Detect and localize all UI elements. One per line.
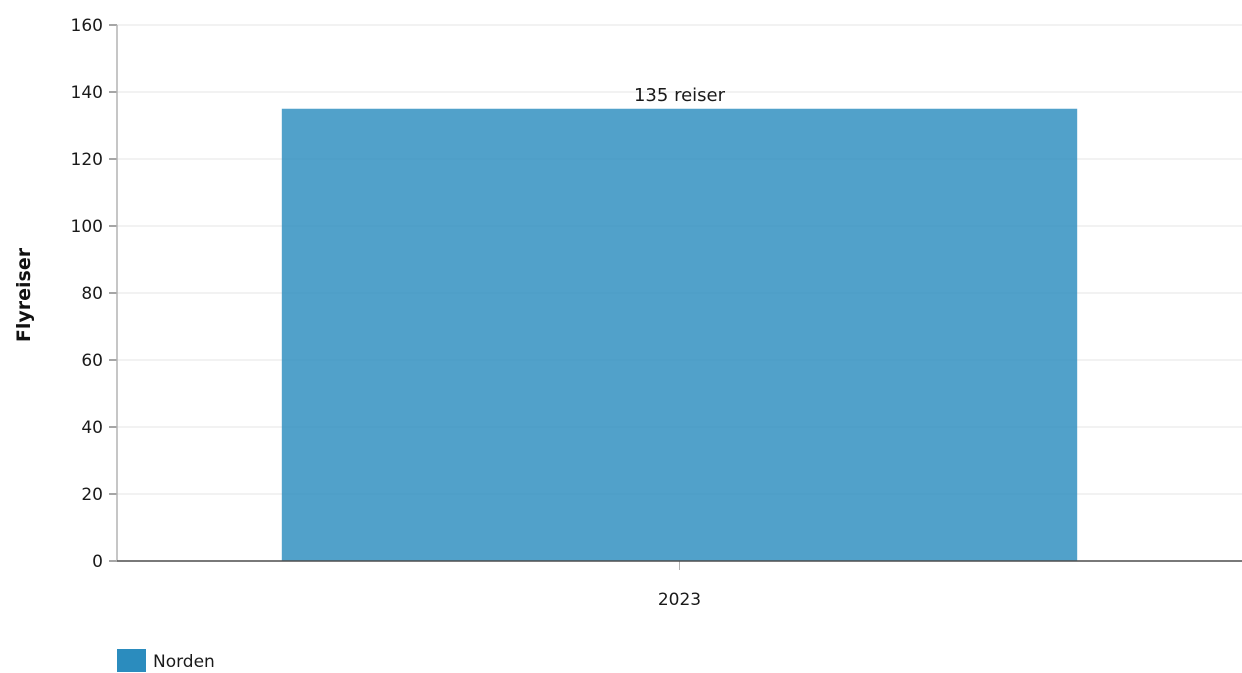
bars: [281, 108, 1078, 561]
axes: [109, 24, 1242, 570]
x-tick-label-2023: 2023: [658, 590, 701, 610]
y-axis-title: Flyreiser: [13, 247, 35, 342]
bar-2023[interactable]: [281, 108, 1078, 561]
legend[interactable]: Norden: [117, 649, 215, 672]
y-tick-label-140: 140: [71, 83, 103, 103]
legend-label-norden: Norden: [153, 652, 215, 672]
y-tick-label-120: 120: [71, 150, 103, 170]
legend-swatch-norden: [117, 649, 146, 672]
y-tick-label-80: 80: [81, 284, 103, 304]
y-tick-label-0: 0: [92, 552, 103, 572]
y-tick-label-60: 60: [81, 351, 103, 371]
y-tick-label-20: 20: [81, 485, 103, 505]
y-tick-label-40: 40: [81, 418, 103, 438]
y-tick-label-160: 160: [71, 16, 103, 36]
y-tick-label-100: 100: [71, 217, 103, 237]
data-label-2023: 135 reiser: [634, 85, 726, 106]
labels: 0 20 40 60 80 100 120 140 160 135 reiser 2023: [71, 16, 726, 610]
